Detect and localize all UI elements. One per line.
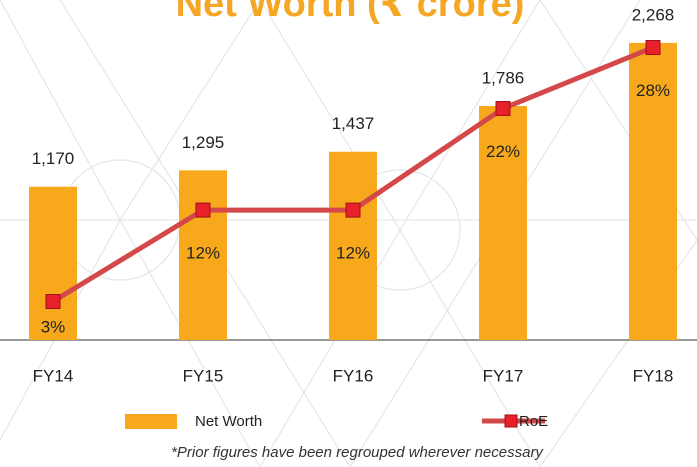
roe-marker bbox=[195, 202, 211, 218]
legend-swatch bbox=[125, 414, 177, 429]
roe-value-label: 12% bbox=[336, 244, 370, 263]
roe-value-label: 28% bbox=[636, 81, 670, 100]
roe-marker bbox=[495, 100, 511, 116]
bar-value-label: 1,170 bbox=[32, 149, 75, 168]
bar bbox=[179, 170, 227, 340]
roe-marker bbox=[345, 202, 361, 218]
legend-label: Net Worth bbox=[195, 413, 262, 430]
chart-title: Net Worth (₹ crore) bbox=[176, 0, 525, 25]
bar-value-label: 1,786 bbox=[482, 69, 525, 88]
footnote: *Prior figures have been regrouped where… bbox=[171, 444, 544, 461]
legend-label: RoE bbox=[519, 413, 548, 430]
bar bbox=[329, 151, 377, 340]
roe-value-label: 12% bbox=[186, 244, 220, 263]
roe-value-label: 22% bbox=[486, 142, 520, 161]
roe-value-label: 3% bbox=[41, 317, 66, 336]
bar bbox=[29, 186, 77, 340]
legend-marker bbox=[504, 414, 518, 428]
x-tick-label: FY16 bbox=[333, 366, 374, 385]
bar bbox=[629, 42, 677, 340]
x-tick-label: FY18 bbox=[633, 366, 674, 385]
x-tick-label: FY14 bbox=[33, 366, 74, 385]
roe-marker bbox=[645, 40, 661, 56]
roe-marker bbox=[45, 294, 61, 310]
bar-value-label: 1,295 bbox=[182, 133, 225, 152]
bar-value-label: 2,268 bbox=[632, 5, 675, 24]
bar bbox=[479, 106, 527, 340]
bar-value-label: 1,437 bbox=[332, 114, 375, 133]
x-tick-label: FY17 bbox=[483, 366, 524, 385]
x-tick-label: FY15 bbox=[183, 366, 224, 385]
